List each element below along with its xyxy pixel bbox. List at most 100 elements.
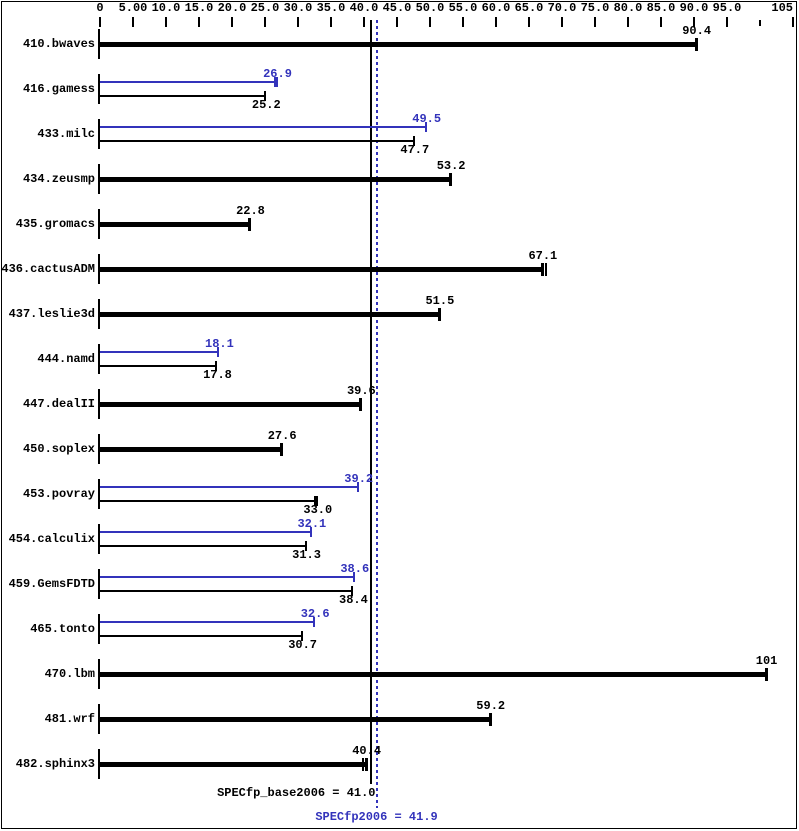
peak-bar (100, 81, 278, 83)
baseline-tick (98, 299, 100, 329)
baseline-tick (98, 29, 100, 59)
base-value-label: 101 (755, 654, 778, 668)
base-bar (100, 177, 452, 182)
baseline-tick (98, 164, 100, 194)
base-value-label: 33.0 (303, 503, 333, 517)
base-bar (100, 312, 440, 317)
base-bar (100, 42, 697, 47)
axis-tick-label: 70.0 (547, 1, 577, 15)
base-value-label: 40.4 (352, 744, 382, 758)
axis-tick (330, 17, 332, 27)
axis-tick-label: 95.0 (712, 1, 742, 15)
bar-end-cap (300, 631, 303, 641)
axis-tick-label: 5.00 (118, 1, 148, 15)
base-bar (100, 762, 367, 767)
run-tick (273, 77, 276, 87)
axis-tick-label: 90.0 (679, 1, 709, 15)
base-value-label: 27.6 (267, 429, 297, 443)
benchmark-label: 434.zeusmp (22, 172, 95, 186)
axis-tick-label: 85.0 (646, 1, 676, 15)
benchmark-label: 482.sphinx3 (15, 757, 95, 771)
benchmark-label: 454.calculix (8, 532, 95, 546)
peak-value-label: 49.5 (412, 112, 442, 126)
base-bar (100, 222, 251, 227)
base-value-label: 67.1 (528, 249, 558, 263)
axis-tick (594, 17, 596, 27)
peak-value-label: 18.1 (205, 337, 234, 351)
bar-end-cap (449, 173, 453, 186)
axis-tick (231, 17, 233, 27)
axis-tick-label: 35.0 (316, 1, 346, 15)
axis-tick (660, 17, 662, 27)
benchmark-label: 481.wrf (44, 712, 95, 726)
axis-tick-label: 45.0 (382, 1, 412, 15)
base-bar (100, 590, 354, 592)
base-bar (100, 545, 307, 547)
benchmark-label: 437.leslie3d (8, 307, 95, 321)
base-bar (100, 672, 767, 677)
baseline-tick (98, 479, 100, 509)
peak-bar (100, 621, 316, 623)
axis-tick-label: 105 (771, 1, 793, 15)
run-tick (313, 496, 316, 506)
axis-tick (198, 17, 200, 27)
baseline-tick (98, 344, 100, 374)
bar-end-cap (364, 758, 368, 771)
peak-bar (100, 351, 220, 353)
bar-end-cap (359, 398, 363, 411)
axis-tick-label: 40.0 (349, 1, 379, 15)
axis-tick (297, 17, 299, 27)
axis-tick-label: 15.0 (184, 1, 214, 15)
base-bar (100, 140, 415, 142)
benchmark-label: 433.milc (37, 127, 95, 141)
peak-bar (100, 486, 359, 488)
peak-value-label: 32.1 (297, 517, 327, 531)
axis-tick-label: 10.0 (151, 1, 181, 15)
peak-bar (100, 531, 312, 533)
base-value-label: 31.3 (292, 548, 321, 562)
axis-tick (264, 17, 266, 27)
base-bar (100, 402, 362, 407)
bar-end-cap (437, 308, 441, 321)
baseline-tick (98, 209, 100, 239)
benchmark-label: 447.dealII (22, 397, 95, 411)
benchmark-label: 470.lbm (44, 667, 95, 681)
peak-bar (100, 126, 427, 128)
axis-tick (528, 17, 530, 27)
base-value-label: 51.5 (425, 294, 455, 308)
base-value-label: 22.8 (236, 204, 265, 218)
axis-tick (165, 17, 167, 27)
axis-tick (396, 17, 398, 27)
peak-mean-line (375, 20, 378, 808)
base-value-label: 30.7 (288, 638, 318, 652)
baseline-tick (98, 119, 100, 149)
bar-end-cap (309, 527, 312, 537)
axis-tick-label: 20.0 (217, 1, 247, 15)
base-mean-label: SPECfp_base2006 = 41.0 (217, 786, 376, 800)
bar-end-cap (248, 218, 252, 231)
bar-end-cap (217, 347, 220, 357)
axis-tick (726, 17, 728, 27)
axis-tick (561, 17, 563, 27)
peak-value-label: 39.2 (344, 472, 374, 486)
base-value-label: 59.2 (476, 699, 506, 713)
bar-end-cap (764, 668, 768, 681)
baseline-tick (98, 704, 100, 734)
peak-mean-label: SPECfp2006 = 41.9 (315, 810, 438, 824)
bar-end-cap (315, 496, 318, 506)
base-value-label: 25.2 (251, 98, 281, 112)
baseline-tick (98, 569, 100, 599)
base-bar (100, 500, 318, 502)
axis-tick (495, 17, 497, 27)
benchmark-label: 444.namd (37, 352, 95, 366)
baseline-tick (98, 389, 100, 419)
base-bar (100, 447, 283, 452)
axis-tick-label: 50.0 (415, 1, 445, 15)
base-bar (100, 717, 491, 722)
bar-end-cap (356, 482, 359, 492)
peak-value-label: 32.6 (300, 607, 330, 621)
run-tick (304, 541, 307, 551)
axis-tick (792, 17, 794, 27)
axis-tick-label: 55.0 (448, 1, 478, 15)
